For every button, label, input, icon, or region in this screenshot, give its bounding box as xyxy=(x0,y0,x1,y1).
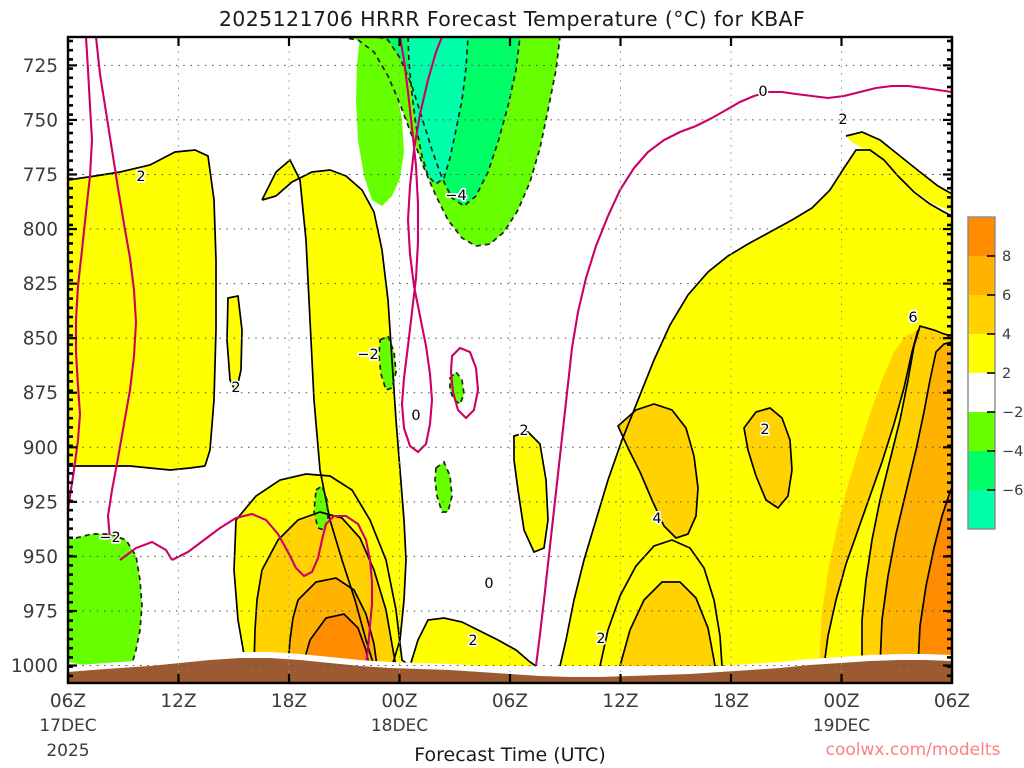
x-axis-tick-label: 18Z xyxy=(271,691,307,712)
x-axis-tick-label: 00Z xyxy=(823,691,859,712)
y-axis-tick-label: 725 xyxy=(23,56,58,77)
contour-label: 2 xyxy=(519,423,528,439)
fill-green-lowleft xyxy=(68,534,142,668)
x-axis-date-labels: 17DEC 2025 18DEC 19DEC xyxy=(39,716,870,761)
x-axis-date-label: 17DEC xyxy=(39,716,96,736)
y-axis-minor-ticks xyxy=(67,39,953,678)
contour-label-halo: 6 xyxy=(908,310,917,326)
x-axis-date-label: 19DEC xyxy=(813,716,870,736)
x-axis-tick-label: 12Z xyxy=(602,691,638,712)
colorbar-swatch xyxy=(968,490,995,530)
contour-label-halo: −2 xyxy=(357,347,378,363)
contour-label-halo: 4 xyxy=(652,511,661,527)
fill-gold-low-mid xyxy=(620,582,715,666)
watermark-link[interactable]: coolwx.com/modelts xyxy=(826,740,1001,760)
fill-yellow-sliver xyxy=(227,296,242,392)
fill-green-pocket-d xyxy=(314,486,328,530)
colorbar-swatch xyxy=(968,217,995,257)
colorbar-swatch xyxy=(968,373,995,413)
fill-orange-right xyxy=(918,488,952,666)
x-axis-tick-label: 00Z xyxy=(381,691,417,712)
fill-gold-mid xyxy=(618,404,698,538)
contour-label: 2 xyxy=(136,169,145,185)
contour-label: −2 xyxy=(357,347,378,363)
page-title: 2025121706 HRRR Forecast Temperature (°C… xyxy=(219,7,805,31)
x-axis-tick-label: 06Z xyxy=(492,691,528,712)
colorbar-swatch xyxy=(968,256,995,296)
x-axis-date-label: 2025 xyxy=(46,741,89,761)
x-axis-tick-label: 06Z xyxy=(934,691,970,712)
contour-label: 2 xyxy=(760,422,769,438)
y-axis-tick-label: 900 xyxy=(23,438,58,459)
fill-yellow-low-1 xyxy=(410,618,536,666)
contour-label: 4 xyxy=(652,511,661,527)
y-axis-tick-label: 975 xyxy=(23,601,58,622)
colorbar-tick-label: 4 xyxy=(1002,327,1011,343)
colorbar-swatch xyxy=(968,295,995,335)
contour-label-halo: −2 xyxy=(99,530,120,546)
contour-label: 2 xyxy=(231,380,240,396)
y-axis-tick-label: 825 xyxy=(23,274,58,295)
contour-label-halo: 0 xyxy=(484,576,493,592)
colorbar-tick-label: −4 xyxy=(1002,444,1023,460)
fill-tealgreen-core xyxy=(408,37,468,184)
y-axis-tick-label: 875 xyxy=(23,383,58,404)
colorbar-tick-label: 2 xyxy=(1002,366,1011,382)
colorbar-swatch xyxy=(968,412,995,452)
contour-label: 2 xyxy=(596,631,605,647)
y-axis-tick-label: 950 xyxy=(23,547,58,568)
colorbar-swatch xyxy=(968,334,995,374)
colorbar-tick-labels: 8 6 4 2 −2 −4 −6 xyxy=(1002,249,1023,499)
contour-label-halo: 2 xyxy=(519,423,528,439)
colorbar-ticks xyxy=(987,255,995,491)
contour-label-halo: 0 xyxy=(758,84,767,100)
contour-label: 6 xyxy=(908,310,917,326)
contour-label-halo: 2 xyxy=(596,631,605,647)
contour-lines-positive xyxy=(68,131,952,667)
contour-label-halo: 0 xyxy=(411,408,420,424)
fill-gold-col xyxy=(744,408,792,508)
y-axis-tick-label: 750 xyxy=(23,110,58,131)
contour-label: 2 xyxy=(468,633,477,649)
y-axis-labels: 725 750 775 800 825 850 875 900 925 950 975 1000 xyxy=(11,56,58,677)
contour-label: 0 xyxy=(484,576,493,592)
contour-label-halo: 2 xyxy=(468,633,477,649)
contour-label: 2 xyxy=(838,112,847,128)
contour-label-halo: 2 xyxy=(760,422,769,438)
contour-label-halo: 2 xyxy=(231,380,240,396)
y-axis-tick-label: 850 xyxy=(23,329,58,350)
colorbar-tick-label: 8 xyxy=(1002,249,1011,265)
contour-label: 0 xyxy=(758,84,767,100)
colorbar-swatches xyxy=(968,217,995,530)
contour-label: −4 xyxy=(445,188,466,204)
y-axis-tick-label: 925 xyxy=(23,492,58,513)
contour-label-halo: 2 xyxy=(136,169,145,185)
colorbar-swatch xyxy=(968,451,995,491)
zero-isotherm xyxy=(68,37,952,667)
contour-label: 0 xyxy=(411,408,420,424)
x-axis-date-label: 18DEC xyxy=(371,716,428,736)
colorbar-tick-label: 6 xyxy=(1002,288,1011,304)
colorbar: 8 6 4 2 −2 −4 −6 xyxy=(967,216,1023,530)
y-axis-tick-label: 775 xyxy=(23,165,58,186)
x-axis-tick-label: 18Z xyxy=(713,691,749,712)
x-axis-labels: 06Z 12Z 18Z 00Z 06Z 12Z 18Z 00Z 06Z xyxy=(50,691,970,712)
colorbar-tick-label: −6 xyxy=(1002,483,1023,499)
contour-label-halo: −4 xyxy=(445,188,466,204)
x-axis-tick-label: 06Z xyxy=(50,691,86,712)
colorbar-tick-label: −2 xyxy=(1002,405,1023,421)
fill-yellow-left xyxy=(68,150,216,470)
y-axis-tick-label: 800 xyxy=(23,220,58,241)
x-axis-tick-label: 12Z xyxy=(160,691,196,712)
fill-green-pocket-c xyxy=(435,462,452,512)
y-axis-tick-label: 1000 xyxy=(11,656,58,677)
fill-yellow-pocket xyxy=(514,432,548,552)
x-axis-title: Forecast Time (UTC) xyxy=(414,744,605,766)
contour-label: −2 xyxy=(99,530,120,546)
contour-label-halo: 2 xyxy=(838,112,847,128)
